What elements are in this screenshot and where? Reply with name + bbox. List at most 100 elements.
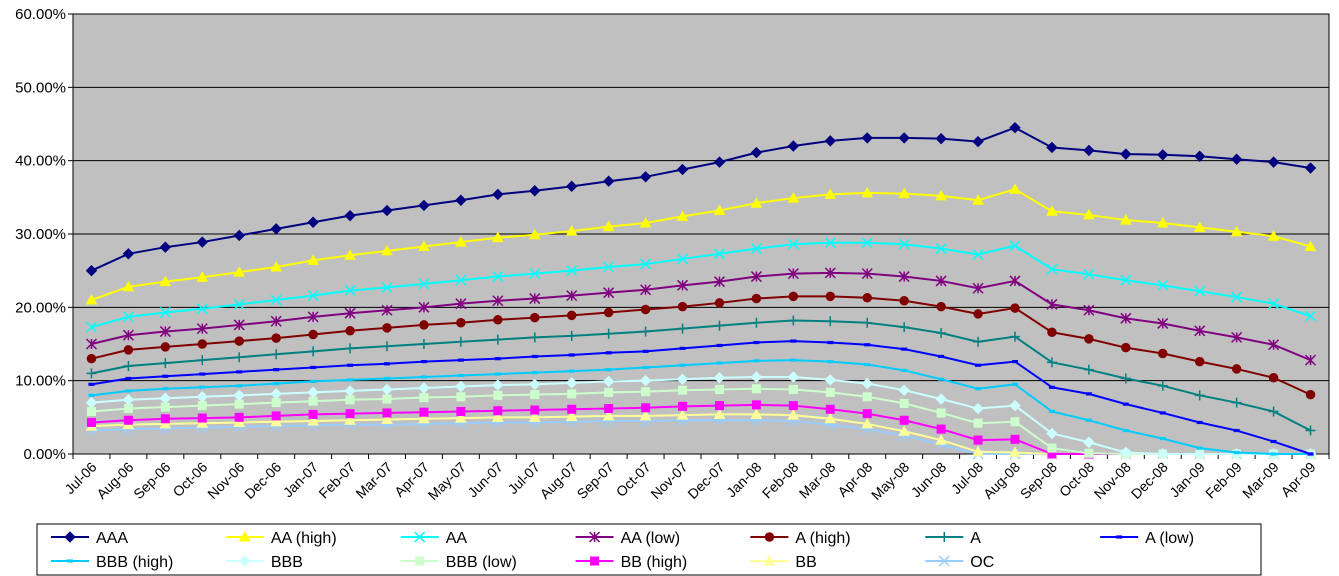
data-point <box>605 351 612 355</box>
legend-marker <box>1116 535 1123 539</box>
data-point <box>1083 144 1095 157</box>
data-point <box>751 293 762 304</box>
data-point <box>640 258 652 270</box>
data-point <box>455 298 467 310</box>
data-point <box>162 387 169 391</box>
data-point <box>160 342 171 352</box>
data-point <box>676 210 689 221</box>
data-point <box>419 320 429 330</box>
data-point <box>713 372 726 384</box>
x-tick-label: Nov-08 <box>1091 459 1134 502</box>
data-point <box>938 377 945 381</box>
data-point <box>530 405 540 415</box>
legend-label: BBB (low) <box>446 554 517 571</box>
data-point <box>824 267 836 279</box>
data-point <box>159 326 171 338</box>
legend-item: AA (high) <box>225 530 337 547</box>
x-tick-label: Mar-07 <box>352 459 395 502</box>
data-point <box>899 322 910 333</box>
x-tick-label: Dec-07 <box>684 459 727 502</box>
data-point <box>1083 208 1095 220</box>
data-point <box>455 236 467 247</box>
data-point <box>1196 420 1203 425</box>
data-point <box>936 424 946 434</box>
gridlines <box>73 86 1329 382</box>
data-point <box>936 328 947 338</box>
data-point <box>308 329 318 340</box>
data-point <box>196 417 209 428</box>
data-point <box>1268 372 1279 383</box>
data-point <box>418 339 429 349</box>
legend-label: A <box>970 530 981 547</box>
x-tick-label: Feb-08 <box>759 459 802 502</box>
data-point <box>603 287 615 299</box>
data-point <box>345 326 355 336</box>
data-point <box>1084 334 1094 344</box>
x-tick-label: Dec-08 <box>1128 459 1171 502</box>
series-a <box>86 315 1316 436</box>
data-point <box>1122 428 1129 433</box>
data-point <box>1012 382 1018 386</box>
data-point <box>1010 303 1020 313</box>
series-a-high <box>86 291 1316 400</box>
data-point <box>197 401 207 411</box>
data-point <box>271 349 282 360</box>
data-point <box>898 271 910 283</box>
legend-label: OC <box>970 554 994 571</box>
data-point <box>750 146 763 159</box>
legend-item: BB <box>750 554 817 571</box>
data-point <box>345 343 356 354</box>
data-point <box>898 187 911 199</box>
data-point <box>1231 397 1242 408</box>
data-point <box>384 376 390 381</box>
data-point <box>566 265 578 277</box>
x-tick-label: Jan-09 <box>1166 459 1208 501</box>
data-point <box>419 407 429 417</box>
y-tick-label: 0.00% <box>23 446 66 463</box>
data-point <box>381 383 393 396</box>
data-point <box>347 378 354 382</box>
data-point <box>679 363 686 367</box>
data-point <box>271 398 281 408</box>
data-point <box>679 346 686 350</box>
data-point <box>381 244 393 256</box>
data-point <box>566 330 577 341</box>
data-point <box>382 408 392 418</box>
data-point <box>85 293 98 305</box>
series-aa-low <box>85 267 1317 366</box>
legend-item: A <box>925 530 981 547</box>
data-point <box>676 279 689 291</box>
data-point <box>159 392 172 404</box>
data-point <box>344 249 356 260</box>
series-bbb-high <box>88 358 1314 456</box>
data-point <box>270 294 282 306</box>
data-point <box>972 194 984 205</box>
series-line <box>91 387 1311 455</box>
x-tick-label: Jan-08 <box>723 459 765 501</box>
data-point <box>751 384 761 394</box>
data-point <box>787 409 800 420</box>
data-point <box>1120 446 1132 459</box>
legend-marker <box>64 531 76 543</box>
data-point <box>196 236 209 248</box>
legend-label: AA (low) <box>621 530 681 547</box>
data-point <box>1010 417 1020 427</box>
data-point <box>86 406 96 416</box>
data-point <box>566 290 578 302</box>
data-point <box>714 320 725 331</box>
data-point <box>639 171 652 183</box>
legend-label: AA (high) <box>271 530 337 547</box>
data-point <box>270 260 283 272</box>
data-point <box>1157 380 1168 391</box>
data-point <box>898 425 911 436</box>
data-point <box>1085 392 1092 396</box>
data-point <box>455 194 467 206</box>
legend-marker <box>415 556 425 566</box>
data-point <box>864 362 871 367</box>
data-point <box>273 368 280 372</box>
data-point <box>1307 452 1314 456</box>
data-point <box>825 316 836 327</box>
data-point <box>1009 240 1021 252</box>
x-tick-label: Feb-07 <box>315 459 358 502</box>
